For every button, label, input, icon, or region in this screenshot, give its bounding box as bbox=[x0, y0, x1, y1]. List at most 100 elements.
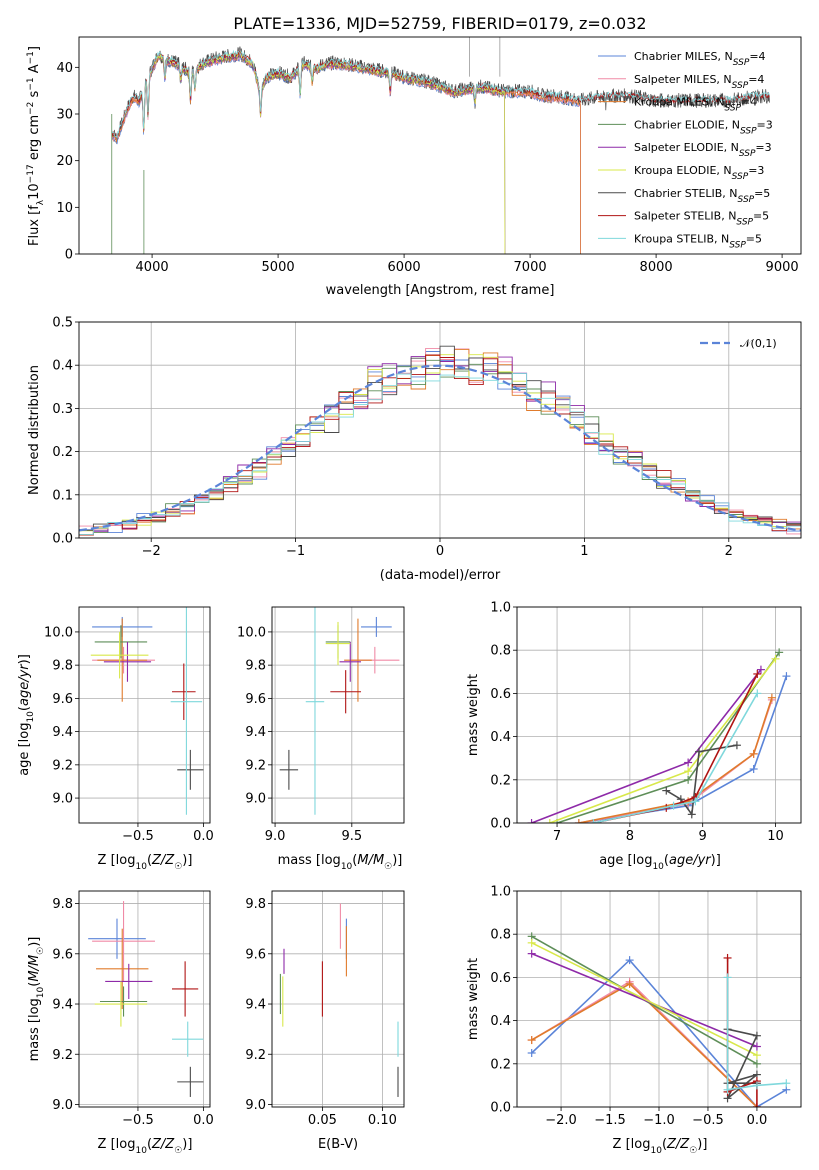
massE-xlabel: E(B-V) bbox=[318, 1137, 358, 1152]
legend-label: Kroupa ELODIE, NSSP=3 bbox=[634, 164, 764, 182]
spec-ytick-label: 10 bbox=[56, 201, 73, 216]
wZ-xtick-label: −0.5 bbox=[692, 1113, 724, 1128]
spec-ytick-label: 0 bbox=[65, 248, 73, 263]
massE-xtick-label: 0.10 bbox=[368, 1113, 397, 1128]
massE-axes bbox=[268, 891, 404, 1111]
wZ-series-line bbox=[531, 942, 758, 1056]
spec-ytick-label: 20 bbox=[56, 154, 73, 169]
massZ-frame bbox=[78, 890, 211, 1108]
wZ-ytick-label: 0.0 bbox=[490, 1101, 511, 1116]
massE-ytick-label: 9.4 bbox=[245, 998, 266, 1013]
wAge-ytick-label: 0.4 bbox=[490, 730, 511, 745]
legend-label: Chabrier ELODIE, NSSP=3 bbox=[634, 118, 773, 136]
histogram-ylabel: Normed distribution bbox=[27, 365, 42, 495]
wZ-ytick-label: 1.0 bbox=[490, 885, 511, 900]
legend-label: Chabrier STELIB, NSSP=5 bbox=[634, 187, 770, 205]
spec-ytick-label: 30 bbox=[56, 108, 73, 123]
massZ-xlabel: Z [log10(Z/Z☉)] bbox=[98, 1137, 193, 1156]
hist-ytick-label: 0.5 bbox=[52, 316, 73, 331]
legend-label: Chabrier MILES, NSSP=4 bbox=[634, 50, 766, 68]
hist-ytick-label: 0.1 bbox=[52, 488, 73, 503]
wZ-xtick-label: −1.5 bbox=[594, 1113, 626, 1128]
legend-label: Salpeter MILES, NSSP=4 bbox=[634, 73, 764, 91]
wZ-series-line bbox=[531, 952, 758, 1048]
massZ-xtick-label: 0.0 bbox=[193, 1113, 214, 1128]
wAge-ytick-label: 0.8 bbox=[490, 644, 511, 659]
ageZ-ytick-label: 9.2 bbox=[52, 758, 73, 773]
ageZ-xtick-label: 0.0 bbox=[193, 829, 214, 844]
massZ-ytick-label: 9.6 bbox=[52, 947, 73, 962]
wAge-ytick-label: 1.0 bbox=[490, 601, 511, 616]
wAge-xtick-label: 9 bbox=[699, 829, 707, 844]
massE-ytick-label: 9.6 bbox=[245, 947, 266, 962]
ageZ-frame bbox=[78, 606, 211, 824]
ageM-ytick-label: 9.8 bbox=[245, 659, 266, 674]
spectrum-series-line bbox=[111, 49, 770, 138]
spectrum-xlabel: wavelength [Angstrom, rest frame] bbox=[326, 283, 555, 298]
ageM-ytick-label: 9.2 bbox=[245, 758, 266, 773]
histogram-xlabel: (data-model)/error bbox=[380, 568, 501, 583]
spec-xtick-label: 8000 bbox=[640, 260, 673, 275]
hist-xtick-label: −1 bbox=[286, 544, 305, 559]
massZ-ylabel: mass [log10(M/M☉)] bbox=[27, 937, 46, 1062]
ageZ-ytick-label: 9.4 bbox=[52, 725, 73, 740]
legend-label: Kroupa MILES, NSSP=4 bbox=[634, 96, 757, 114]
massZ-ytick-label: 9.0 bbox=[52, 1098, 73, 1113]
wZ-lines bbox=[527, 932, 791, 1107]
normal-pdf-curve bbox=[79, 364, 801, 532]
hist-xtick-label: 0 bbox=[436, 544, 444, 559]
plot-layer: 4000 5000 6000 7000 8000 9000010203040wavelen… bbox=[17, 36, 802, 1156]
massE-frame bbox=[271, 890, 405, 1108]
massE-ytick-label: 9.2 bbox=[245, 1048, 266, 1063]
ageZ-xlabel: Z [log10(Z/Z☉)] bbox=[98, 853, 193, 872]
histogram-steps bbox=[79, 345, 801, 536]
massZ-ytick-label: 9.2 bbox=[52, 1048, 73, 1063]
spec-ytick-label: 40 bbox=[56, 61, 73, 76]
ageM-xlabel: mass [log10(M/M☉)] bbox=[278, 853, 403, 872]
spec-xtick-label: 7000 bbox=[514, 260, 547, 275]
massE-ytick-label: 9.0 bbox=[245, 1098, 266, 1113]
ageZ-points bbox=[90, 607, 204, 815]
spec-xtick-label: 5000 bbox=[262, 260, 295, 275]
wAge-series-line bbox=[593, 693, 758, 823]
ageZ-axes bbox=[75, 607, 210, 827]
hist-ytick-label: 0.0 bbox=[52, 532, 73, 547]
wZ-ytick-label: 0.8 bbox=[490, 928, 511, 943]
hist-ytick-label: 0.2 bbox=[52, 445, 73, 460]
ageZ-xtick-label: −0.5 bbox=[122, 829, 154, 844]
wAge-ytick-label: 0.0 bbox=[490, 817, 511, 832]
hist-xtick-label: −2 bbox=[142, 544, 161, 559]
wZ-xtick-label: 0.0 bbox=[747, 1113, 768, 1128]
wZ-ylabel: mass weight bbox=[466, 958, 481, 1040]
ageM-ytick-label: 9.4 bbox=[245, 725, 266, 740]
massZ-ytick-label: 9.8 bbox=[52, 897, 73, 912]
massZ-points bbox=[88, 901, 204, 1097]
legend-label: Salpeter STELIB, NSSP=5 bbox=[634, 210, 769, 228]
ageM-ytick-label: 9.6 bbox=[245, 692, 266, 707]
legend-normal: 𝒩(0,1) bbox=[740, 337, 777, 350]
hist-xtick-label: 2 bbox=[725, 544, 733, 559]
ageM-xtick-label: 9.0 bbox=[265, 829, 286, 844]
ageZ-ylabel: age [log10(age/yr)] bbox=[17, 654, 36, 776]
wAge-lines bbox=[527, 648, 791, 823]
ageZ-ytick-label: 10.0 bbox=[44, 625, 73, 640]
spec-xtick-label: 9000 bbox=[766, 260, 799, 275]
massZ-ytick-label: 9.4 bbox=[52, 998, 73, 1013]
hist-frame bbox=[78, 321, 802, 539]
hist-ytick-label: 0.4 bbox=[52, 359, 73, 374]
spectrum-lines bbox=[111, 37, 770, 254]
wZ-xlabel: Z [log10(Z/Z☉)] bbox=[613, 1137, 708, 1156]
wZ-ytick-label: 0.4 bbox=[490, 1014, 511, 1029]
massZ-xtick-label: −0.5 bbox=[122, 1113, 154, 1128]
ageZ-ytick-label: 9.6 bbox=[52, 692, 73, 707]
wAge-xlabel: age [log10(age/yr)] bbox=[599, 853, 721, 872]
wZ-ytick-label: 0.6 bbox=[490, 971, 511, 986]
ageM-ytick-label: 9.0 bbox=[245, 792, 266, 807]
ageM-ytick-label: 10.0 bbox=[237, 625, 266, 640]
legend-label: Salpeter ELODIE, NSSP=3 bbox=[634, 141, 772, 159]
spec-xtick-label: 6000 bbox=[388, 260, 421, 275]
wZ-ytick-label: 0.2 bbox=[490, 1057, 511, 1072]
spec-xtick-label: 4000 bbox=[136, 260, 169, 275]
